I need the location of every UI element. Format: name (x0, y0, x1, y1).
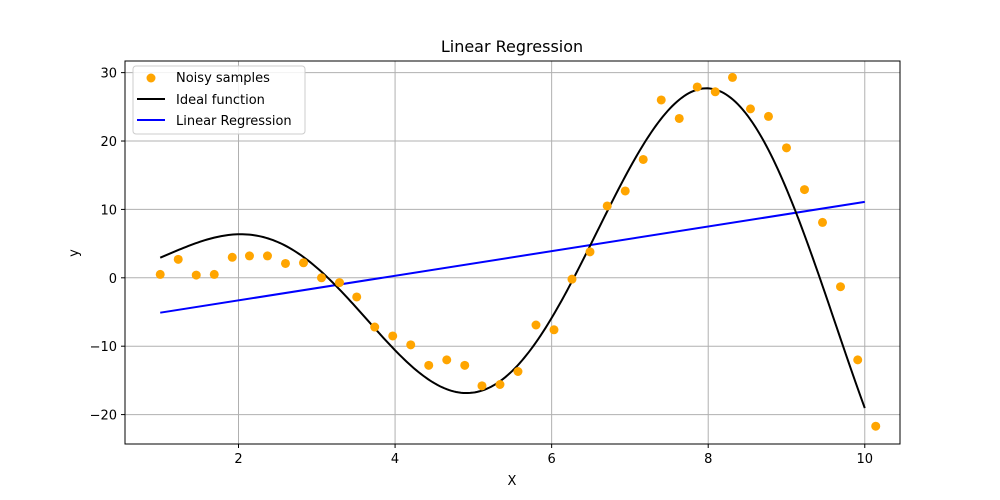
legend-ideal-function-label: Ideal function (176, 93, 265, 108)
x-tick-label: 10 (856, 452, 873, 467)
noisy-sample-point (262, 251, 272, 261)
noisy-sample-point (602, 201, 612, 211)
noisy-sample-point (334, 278, 344, 288)
grid (125, 61, 900, 444)
noisy-sample-point (818, 217, 827, 227)
y-tick-label: −10 (90, 340, 117, 355)
noisy-sample-point (638, 154, 648, 164)
noisy-sample-point (298, 258, 308, 268)
noisy-sample-point (674, 113, 684, 123)
y-tick-label: 0 (109, 272, 117, 287)
noisy-sample-point (656, 95, 666, 105)
noisy-sample-point (727, 72, 737, 82)
noisy-sample-point (495, 379, 505, 389)
plot-frame (124, 60, 901, 445)
noisy-sample-point (692, 82, 702, 92)
noisy-sample-point (853, 355, 863, 365)
noisy-sample-point (836, 282, 846, 292)
ideal-function-line (159, 87, 866, 409)
noisy-sample-point (424, 360, 434, 370)
noisy-sample-point (585, 247, 595, 257)
noisy-sample-point (227, 252, 237, 262)
noisy-sample-point (155, 269, 165, 279)
noisy-samples-points (155, 72, 881, 431)
noisy-sample-point (781, 143, 791, 153)
legend-box (132, 65, 306, 135)
y-tick-label: 10 (100, 203, 117, 218)
noisy-sample-point (513, 367, 523, 377)
noisy-sample-point (799, 185, 809, 195)
noisy-sample-point (620, 186, 630, 196)
noisy-sample-point (549, 325, 559, 335)
noisy-sample-point (477, 381, 487, 391)
noisy-sample-point (280, 258, 290, 268)
noisy-sample-point (388, 331, 398, 341)
y-tick-label: −20 (90, 409, 117, 424)
y-axis-ticks: −20 −10 0 10 20 30 (90, 67, 125, 424)
noisy-sample-point (209, 269, 219, 279)
noisy-sample-point (710, 87, 720, 97)
y-tick-label: 30 (100, 67, 117, 82)
noisy-sample-point (406, 340, 416, 350)
noisy-sample-point (763, 111, 773, 121)
y-tick-label: 20 (100, 135, 117, 150)
x-axis-ticks: 2 4 6 8 10 (234, 444, 873, 467)
x-axis-label: X (508, 474, 517, 489)
linear-regression-line-group (160, 200, 865, 314)
noisy-sample-point (442, 355, 452, 365)
noisy-sample-point (745, 104, 755, 114)
noisy-sample-point (352, 292, 362, 302)
noisy-sample-point (244, 251, 254, 261)
ideal-function-line-group (159, 87, 866, 409)
x-tick-label: 6 (548, 452, 556, 467)
legend: Noisy samples Ideal function Linear Regr… (132, 65, 306, 135)
legend-linear-regression-label: Linear Regression (176, 114, 292, 129)
legend-noisy-samples-label: Noisy samples (176, 71, 270, 86)
x-tick-label: 2 (234, 452, 242, 467)
chart-title: Linear Regression (441, 37, 583, 56)
y-axis-label: y (67, 249, 82, 257)
legend-noisy-samples-marker (146, 73, 156, 83)
noisy-sample-point (567, 274, 577, 284)
noisy-sample-point (460, 360, 470, 370)
noisy-sample-point (173, 254, 183, 264)
noisy-sample-point (871, 421, 881, 431)
x-tick-label: 8 (704, 452, 712, 467)
linear-regression-line (160, 200, 865, 314)
noisy-sample-point (370, 322, 380, 332)
noisy-sample-point (531, 320, 541, 330)
noisy-sample-point (191, 270, 201, 280)
x-tick-label: 4 (391, 452, 399, 467)
noisy-sample-point (316, 273, 326, 283)
